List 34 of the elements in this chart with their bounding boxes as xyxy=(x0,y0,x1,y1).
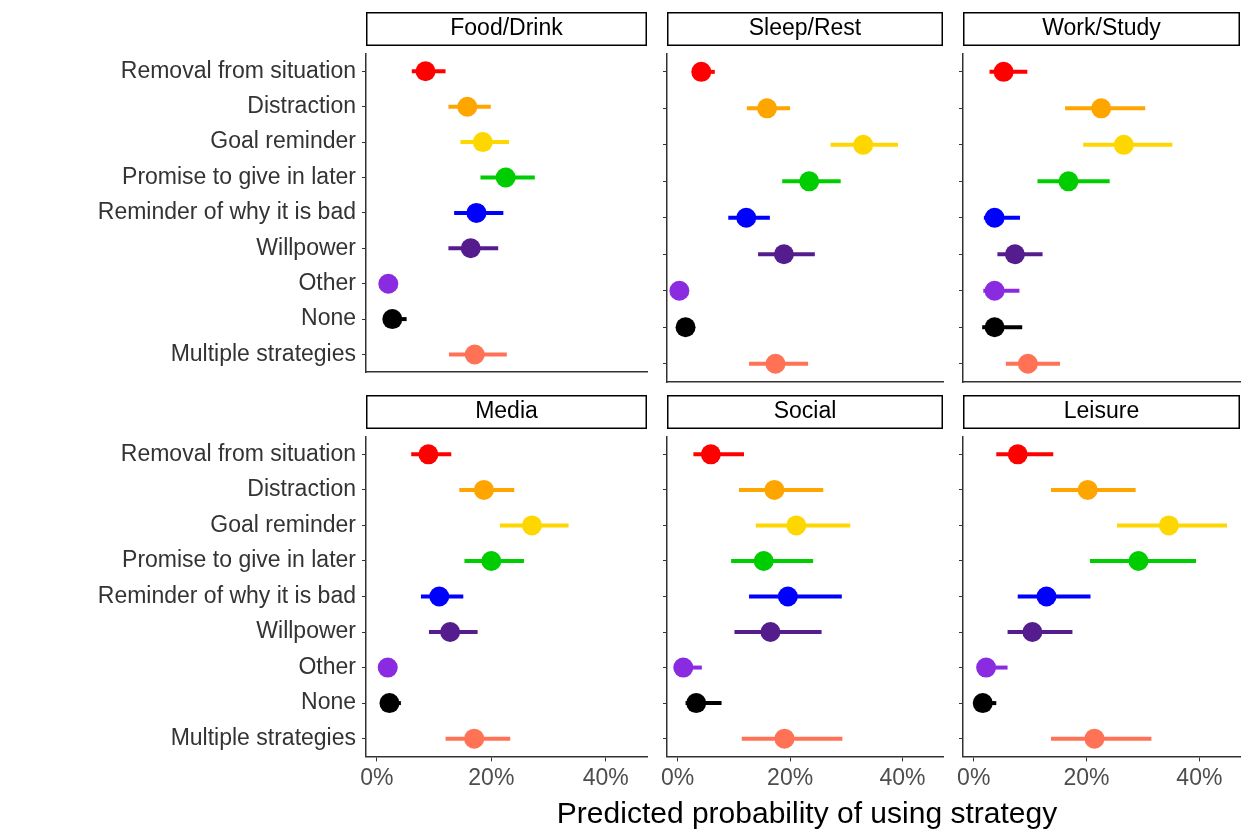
y-tick-label: Promise to give in later xyxy=(122,546,357,573)
y-tick-label: Removal from situation xyxy=(120,439,356,466)
y-tick-label: Other xyxy=(298,652,357,679)
x-tick-label: 40% xyxy=(582,763,629,790)
y-tick-label: Goal reminder xyxy=(210,510,357,537)
y-tick-label: Removal from situation xyxy=(120,56,356,83)
y-tick-label: Goal reminder xyxy=(210,127,357,154)
y-tick-label: Other xyxy=(298,269,357,296)
y-tick-label: Multiple strategies xyxy=(170,723,356,750)
x-tick-label: 40% xyxy=(879,763,926,790)
y-tick-label: Reminder of why it is bad xyxy=(97,581,356,608)
y-tick-label: Distraction xyxy=(247,475,356,502)
chart-title: Sleep/Rest xyxy=(748,14,862,41)
y-tick-label: Distraction xyxy=(247,92,356,119)
chart-title: Work/Study xyxy=(1042,14,1162,41)
y-tick-label: None xyxy=(301,304,356,331)
y-tick-label: Willpower xyxy=(256,233,357,260)
x-tick-label: 0% xyxy=(957,763,991,790)
x-tick-label: 0% xyxy=(661,763,695,790)
x-tick-label: 20% xyxy=(767,763,814,790)
y-tick-label: Willpower xyxy=(256,617,357,644)
y-tick-label: Reminder of why it is bad xyxy=(97,198,356,225)
y-tick-label: None xyxy=(301,688,356,715)
chart-title: Leisure xyxy=(1063,397,1140,424)
y-tick-label: Multiple strategies xyxy=(170,339,356,366)
x-tick-label: 20% xyxy=(468,763,515,790)
x-axis-title: Predicted probability of using strategy xyxy=(555,795,1059,831)
x-tick-label: 20% xyxy=(1063,763,1110,790)
chart-title: Food/Drink xyxy=(450,14,564,41)
chart-title: Media xyxy=(475,397,539,424)
x-tick-label: 0% xyxy=(360,763,394,790)
y-tick-label: Promise to give in later xyxy=(122,162,357,189)
x-tick-label: 40% xyxy=(1176,763,1223,790)
chart-title: Social xyxy=(773,397,837,424)
